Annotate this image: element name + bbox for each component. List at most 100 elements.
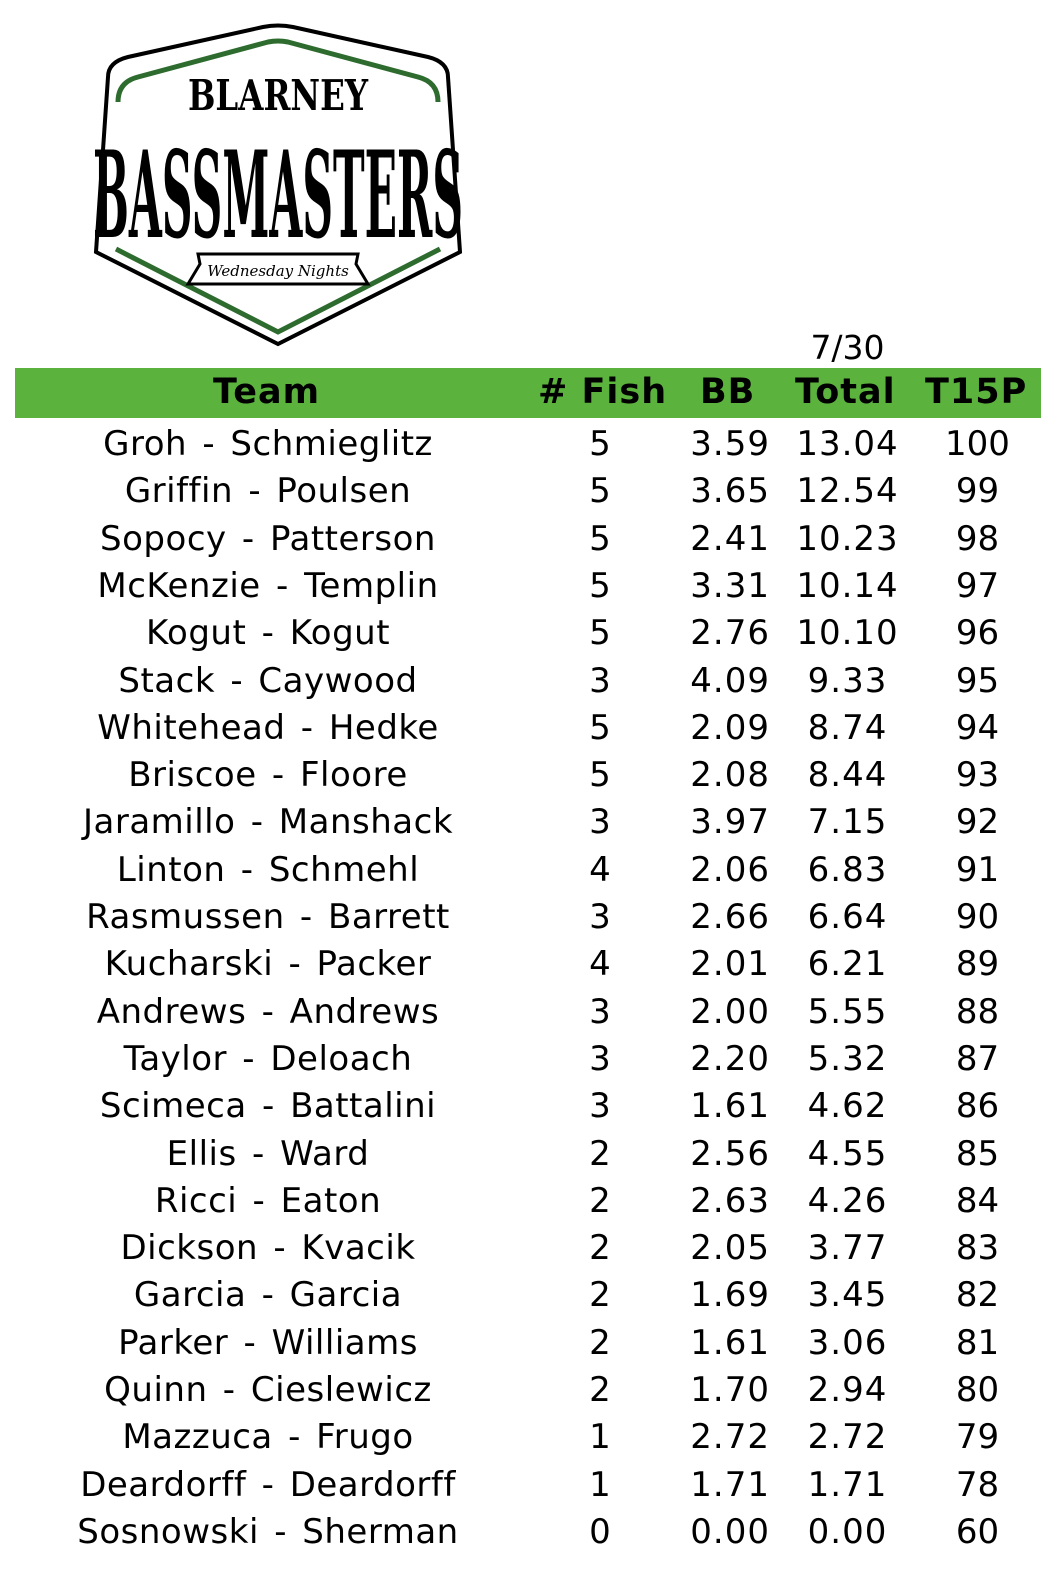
table-row: Stack - Caywood 3 4.09 9.33 95 [0, 658, 1064, 705]
table-row: Andrews - Andrews 3 2.00 5.55 88 [0, 989, 1064, 1036]
points: 91 [955, 849, 1000, 890]
table-row: McKenzie - Templin 5 3.31 10.14 97 [0, 563, 1064, 610]
team-name: Andrews - Andrews [96, 991, 440, 1032]
big-bass: 2.56 [690, 1133, 770, 1174]
points: 88 [955, 991, 1000, 1032]
points: 96 [955, 613, 1000, 654]
total-weight: 2.72 [807, 1417, 888, 1458]
table-row: Kucharski - Packer 4 2.01 6.21 89 [0, 941, 1064, 988]
table-row: Sopocy - Patterson 5 2.41 10.23 98 [0, 516, 1064, 563]
points: 80 [955, 1370, 1000, 1410]
big-bass: 1.61 [690, 1322, 770, 1363]
team-name: Mazzuca - Frugo [122, 1417, 414, 1458]
table-row: Dickson - Kvacik 2 2.05 3.77 83 [0, 1225, 1064, 1272]
table-row: Linton - Schmehl 4 2.06 6.83 91 [0, 847, 1064, 894]
total-weight: 8.74 [807, 707, 888, 748]
points: 83 [955, 1228, 1000, 1269]
table-row: Whitehead - Hedke 5 2.09 8.74 94 [0, 705, 1064, 752]
big-bass: 3.65 [690, 471, 770, 512]
team-name: Garcia - Garcia [133, 1275, 403, 1316]
total-weight: 0.00 [807, 1511, 888, 1552]
fish-count: 5 [589, 471, 611, 512]
team-name: Sosnowski - Sherman [77, 1511, 459, 1552]
fish-count: 2 [589, 1133, 611, 1174]
points: 94 [955, 707, 1000, 748]
total-weight: 6.21 [807, 944, 888, 985]
total-weight: 13.04 [796, 424, 899, 464]
team-name: Ellis - Ward [166, 1133, 370, 1174]
big-bass: 4.09 [690, 660, 770, 701]
table-row: Parker - Williams 2 1.61 3.06 81 [0, 1320, 1064, 1367]
total-weight: 10.23 [796, 518, 899, 559]
points: 84 [955, 1180, 1000, 1221]
table-row: Sosnowski - Sherman 0 0.00 0.00 60 [0, 1509, 1064, 1556]
table-row: Griffin - Poulsen 5 3.65 12.54 99 [0, 468, 1064, 515]
svg-text:BASSMASTERS: BASSMASTERS [93, 125, 463, 266]
team-name: Taylor - Deloach [123, 1038, 413, 1079]
header-total: Total [795, 372, 896, 412]
team-name: Scimeca - Battalini [99, 1086, 437, 1127]
total-weight: 6.83 [807, 849, 888, 890]
fish-count: 3 [589, 1038, 611, 1079]
fish-count: 4 [589, 849, 611, 890]
points: 89 [955, 944, 1000, 985]
big-bass: 2.20 [690, 1038, 770, 1079]
fish-count: 3 [589, 991, 611, 1032]
points: 95 [955, 660, 1000, 701]
fish-count: 0 [589, 1511, 611, 1552]
total-weight: 3.06 [807, 1322, 888, 1363]
total-weight: 8.44 [807, 755, 888, 796]
date-label: 7/30 [810, 328, 885, 367]
big-bass: 2.08 [690, 755, 770, 796]
table-row: Groh - Schmieglitz 5 3.59 13.04 100 [0, 421, 1064, 468]
fish-count: 2 [589, 1275, 611, 1316]
big-bass: 2.00 [690, 991, 770, 1032]
team-name: Briscoe - Floore [128, 755, 408, 796]
big-bass: 2.41 [690, 518, 770, 559]
points: 86 [955, 1086, 1000, 1127]
points: 100 [945, 424, 1010, 464]
svg-text:Wednesday Nights: Wednesday Nights [207, 262, 349, 280]
fish-count: 4 [589, 944, 611, 985]
team-name: Jaramillo - Manshack [82, 802, 454, 843]
total-weight: 6.64 [807, 897, 888, 937]
points: 81 [955, 1322, 1000, 1363]
fish-count: 1 [589, 1417, 611, 1458]
table-row: Quinn - Cieslewicz 2 1.70 2.94 80 [0, 1367, 1064, 1414]
total-weight: 10.14 [796, 565, 899, 606]
points: 87 [955, 1038, 1000, 1079]
total-weight: 12.54 [796, 471, 899, 512]
big-bass: 2.76 [690, 613, 770, 654]
big-bass: 1.61 [690, 1086, 770, 1127]
big-bass: 2.05 [690, 1228, 770, 1269]
points: 93 [955, 755, 1000, 796]
table-row: Jaramillo - Manshack 3 3.97 7.15 92 [0, 799, 1064, 846]
team-name: Groh - Schmieglitz [103, 424, 433, 464]
table-row: Mazzuca - Frugo 1 2.72 2.72 79 [0, 1414, 1064, 1461]
team-name: Griffin - Poulsen [124, 471, 412, 512]
fish-count: 2 [589, 1180, 611, 1221]
total-weight: 1.71 [807, 1464, 888, 1505]
team-name: Parker - Williams [118, 1322, 418, 1363]
team-name: Deardorff - Deardorff [80, 1464, 456, 1505]
team-name: McKenzie - Templin [97, 565, 439, 606]
blarney-bassmasters-logo: BLARNEY BASSMASTERS Wednesday Nights [93, 23, 463, 347]
big-bass: 2.06 [690, 849, 770, 890]
fish-count: 2 [589, 1228, 611, 1269]
big-bass: 1.70 [690, 1370, 770, 1410]
table-row: Briscoe - Floore 5 2.08 8.44 93 [0, 752, 1064, 799]
team-name: Kucharski - Packer [104, 944, 432, 985]
table-row: Rasmussen - Barrett 3 2.66 6.64 90 [0, 894, 1064, 941]
fish-count: 3 [589, 897, 611, 937]
table-header: Team # Fish BB Total T15P [15, 368, 1041, 418]
points: 97 [955, 565, 1000, 606]
big-bass: 3.31 [690, 565, 770, 606]
big-bass: 2.09 [690, 707, 770, 748]
team-name: Quinn - Cieslewicz [104, 1370, 432, 1410]
table-row: Garcia - Garcia 2 1.69 3.45 82 [0, 1272, 1064, 1319]
table-row: Deardorff - Deardorff 1 1.71 1.71 78 [0, 1462, 1064, 1509]
total-weight: 5.55 [807, 991, 888, 1032]
table-row: Kogut - Kogut 5 2.76 10.10 96 [0, 610, 1064, 657]
table-row: Taylor - Deloach 3 2.20 5.32 87 [0, 1036, 1064, 1083]
big-bass: 3.97 [690, 802, 770, 843]
